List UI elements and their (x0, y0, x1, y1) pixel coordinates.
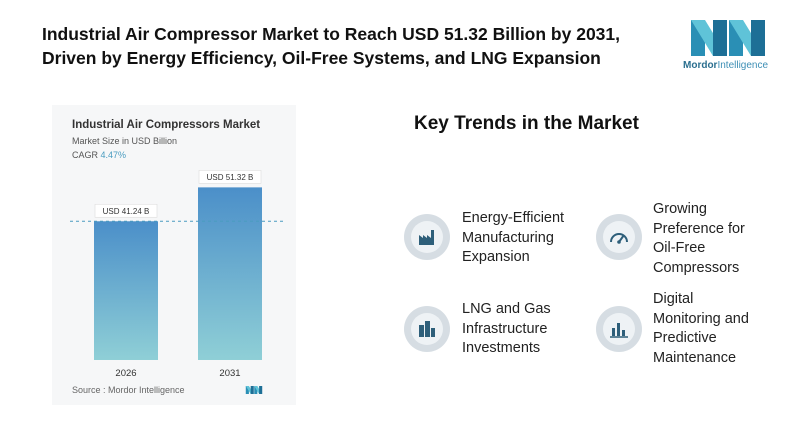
trend-line: Infrastructure (462, 320, 548, 337)
headline-line-2: Driven by Energy Efficiency, Oil-Free Sy… (42, 48, 601, 68)
city-buildings-icon (404, 306, 450, 352)
data-label-box (198, 170, 262, 184)
trend-line: Expansion (462, 249, 530, 265)
trend-line: Digital (653, 291, 694, 307)
trend-line: Predictive (653, 330, 717, 346)
trend-text: Digital Monitoring and Predictive Maintenan… (653, 290, 749, 368)
bar-chart-icon (596, 306, 642, 352)
trend-line: LNG and Gas (462, 301, 551, 317)
trend-text: Growing Preference for Oil-Free Compressors (653, 200, 745, 278)
chart-panel: Industrial Air Compressors Market Market… (52, 105, 296, 405)
brand-name: MordorIntelligence (683, 60, 769, 71)
trend-line: Oil-Free (653, 240, 706, 256)
cagr-text: CAGR 4.47% (72, 150, 127, 160)
gauge-icon (596, 214, 642, 260)
bar-2026 (94, 221, 158, 360)
bar-chart: USD 41.24 B 2026 USD 51.32 B 2031 (70, 170, 286, 379)
chart-subtitle: Market Size in USD Billion (72, 136, 178, 146)
trend-line: Maintenance (653, 349, 737, 366)
source-note: Source : Mordor Intelligence (72, 385, 185, 395)
data-label: USD 51.32 B (207, 173, 254, 182)
data-label-box (94, 203, 158, 218)
trend-line: Energy-Efficient (462, 210, 565, 226)
factory-icon (404, 214, 450, 260)
chart-title: Industrial Air Compressors Market (72, 119, 261, 131)
trend-text: Energy-Efficient Manufacturing Expansion (462, 209, 564, 268)
bar-2031 (198, 187, 262, 360)
trend-line: Investments (462, 340, 541, 356)
data-label: USD 41.24 B (103, 207, 150, 216)
cagr-value: 4.47% (100, 150, 127, 160)
trend-text: LNG and Gas Infrastructure Investments (462, 300, 551, 359)
x-tick-label: 2031 (219, 368, 240, 379)
headline-line-1: Industrial Air Compressor Market to Reac… (42, 24, 621, 44)
mini-logo-icon (245, 386, 263, 394)
trend-line: Growing (653, 201, 707, 217)
mordor-intelligence-logo-icon (691, 20, 765, 56)
headline: Industrial Air Compressor Market to Reac… (42, 22, 682, 70)
trend-line: Manufacturing (462, 229, 554, 246)
trend-line: Monitoring and (653, 310, 749, 327)
x-tick-label: 2026 (115, 368, 136, 379)
trends-title: Key Trends in the Market (414, 113, 639, 134)
trend-line: Compressors (653, 259, 740, 276)
trend-line: Preference for (653, 220, 745, 237)
